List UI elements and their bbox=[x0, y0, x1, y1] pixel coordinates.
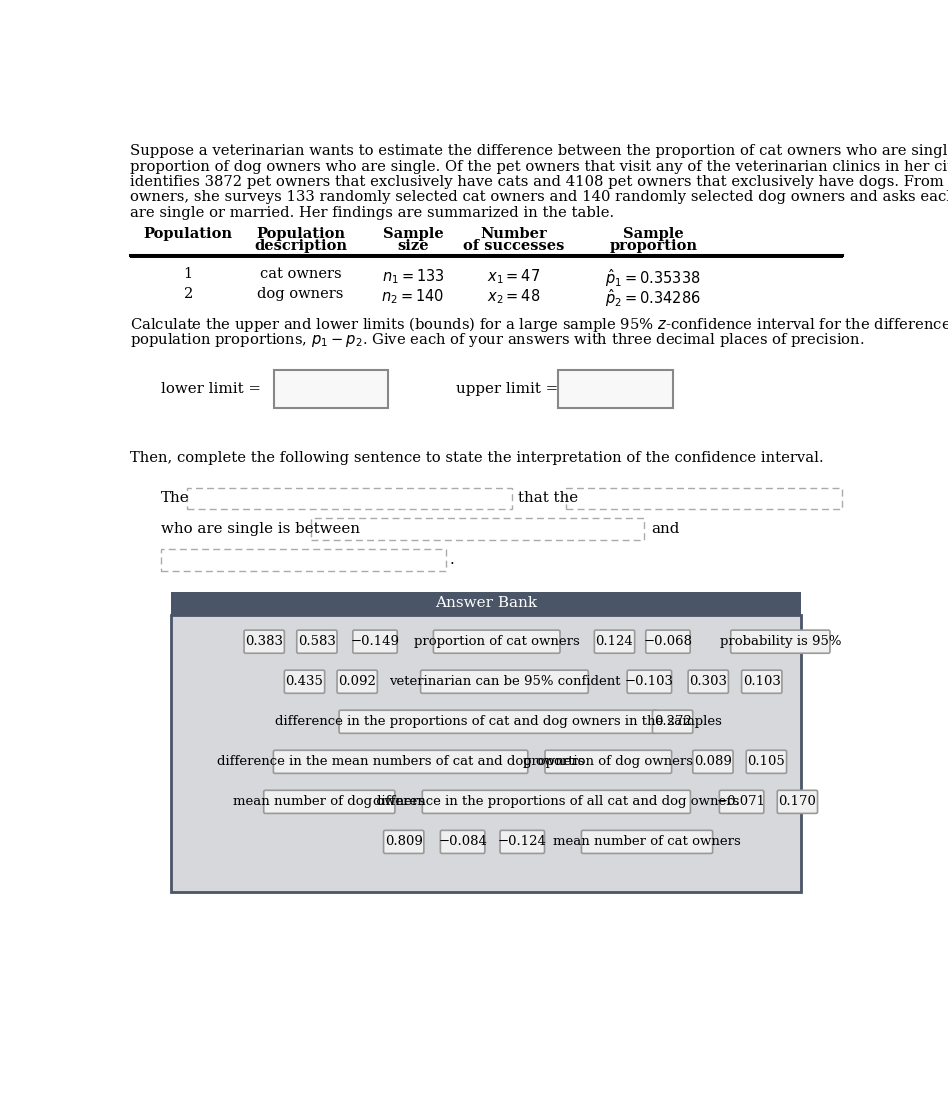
FancyBboxPatch shape bbox=[500, 831, 544, 854]
Text: 0.303: 0.303 bbox=[689, 676, 727, 688]
FancyBboxPatch shape bbox=[384, 831, 424, 854]
Text: −0.084: −0.084 bbox=[438, 835, 487, 848]
Bar bbox=[274, 369, 388, 408]
Text: 2: 2 bbox=[184, 288, 192, 302]
Text: 0.170: 0.170 bbox=[778, 795, 816, 808]
Text: proportion of cat owners: proportion of cat owners bbox=[414, 635, 579, 648]
Text: $\hat{p}_2 = 0.34286$: $\hat{p}_2 = 0.34286$ bbox=[605, 288, 702, 310]
Text: mean number of cat owners: mean number of cat owners bbox=[554, 835, 741, 848]
FancyBboxPatch shape bbox=[545, 750, 671, 773]
FancyBboxPatch shape bbox=[441, 831, 484, 854]
FancyBboxPatch shape bbox=[353, 630, 397, 654]
Text: 1: 1 bbox=[184, 268, 192, 281]
Text: $n_2 = 140$: $n_2 = 140$ bbox=[381, 288, 445, 306]
Bar bbox=[172, 592, 800, 615]
Text: 0.092: 0.092 bbox=[338, 676, 376, 688]
FancyBboxPatch shape bbox=[741, 670, 782, 693]
Text: Suppose a veterinarian wants to estimate the difference between the proportion o: Suppose a veterinarian wants to estimate… bbox=[130, 144, 948, 158]
Text: are single or married. Her findings are summarized in the table.: are single or married. Her findings are … bbox=[130, 206, 614, 220]
Text: proportion: proportion bbox=[610, 239, 697, 253]
Text: 0.809: 0.809 bbox=[385, 835, 423, 848]
Text: 0.103: 0.103 bbox=[743, 676, 781, 688]
FancyBboxPatch shape bbox=[731, 630, 830, 654]
Text: lower limit =: lower limit = bbox=[161, 383, 261, 396]
Text: population proportions, $p_1 - p_2$. Give each of your answers with three decima: population proportions, $p_1 - p_2$. Giv… bbox=[130, 332, 865, 349]
FancyBboxPatch shape bbox=[777, 791, 817, 813]
FancyBboxPatch shape bbox=[339, 710, 657, 733]
Text: Number: Number bbox=[481, 228, 547, 241]
Text: mean number of dog owners: mean number of dog owners bbox=[233, 795, 426, 808]
Text: proportion of dog owners who are single. Of the pet owners that visit any of the: proportion of dog owners who are single.… bbox=[130, 159, 948, 174]
Text: Sample: Sample bbox=[623, 228, 684, 241]
Text: $\hat{p}_1 = 0.35338$: $\hat{p}_1 = 0.35338$ bbox=[606, 268, 702, 290]
Text: veterinarian can be 95% confident: veterinarian can be 95% confident bbox=[389, 676, 620, 688]
Text: probability is 95%: probability is 95% bbox=[720, 635, 841, 648]
Text: Then, complete the following sentence to state the interpretation of the confide: Then, complete the following sentence to… bbox=[130, 451, 824, 465]
Text: 0.383: 0.383 bbox=[246, 635, 283, 648]
FancyBboxPatch shape bbox=[688, 670, 728, 693]
Text: and: and bbox=[651, 522, 680, 536]
Text: identifies 3872 pet owners that exclusively have cats and 4108 pet owners that e: identifies 3872 pet owners that exclusiv… bbox=[130, 175, 948, 189]
FancyBboxPatch shape bbox=[337, 670, 377, 693]
Text: $x_2 = 48$: $x_2 = 48$ bbox=[487, 288, 540, 306]
Text: 0.089: 0.089 bbox=[694, 755, 732, 769]
FancyBboxPatch shape bbox=[264, 791, 395, 813]
Text: −0.068: −0.068 bbox=[644, 635, 692, 648]
FancyBboxPatch shape bbox=[628, 670, 671, 693]
Bar bbox=[187, 488, 512, 509]
Text: −0.124: −0.124 bbox=[498, 835, 547, 848]
FancyBboxPatch shape bbox=[581, 831, 713, 854]
Text: Calculate the upper and lower limits (bounds) for a large sample 95% $z$-confide: Calculate the upper and lower limits (bo… bbox=[130, 315, 948, 334]
Text: The: The bbox=[161, 491, 190, 505]
FancyBboxPatch shape bbox=[433, 630, 560, 654]
Text: $x_1 = 47$: $x_1 = 47$ bbox=[487, 268, 540, 286]
Text: upper limit =: upper limit = bbox=[456, 383, 557, 396]
FancyBboxPatch shape bbox=[746, 750, 787, 773]
Text: description: description bbox=[254, 239, 347, 253]
FancyBboxPatch shape bbox=[421, 670, 589, 693]
FancyBboxPatch shape bbox=[646, 630, 690, 654]
FancyBboxPatch shape bbox=[594, 630, 634, 654]
Text: $n_1 = 133$: $n_1 = 133$ bbox=[382, 268, 445, 286]
Text: −0.149: −0.149 bbox=[351, 635, 399, 648]
Text: size: size bbox=[397, 239, 428, 253]
Bar bbox=[161, 550, 447, 571]
FancyBboxPatch shape bbox=[652, 710, 693, 733]
Text: Population: Population bbox=[144, 228, 233, 241]
Bar bbox=[172, 615, 800, 891]
Text: who are single is between: who are single is between bbox=[161, 522, 360, 536]
Text: 0.435: 0.435 bbox=[285, 676, 323, 688]
Text: −0.103: −0.103 bbox=[625, 676, 674, 688]
Text: difference in the mean numbers of cat and dog owners: difference in the mean numbers of cat an… bbox=[217, 755, 584, 769]
Text: that the: that the bbox=[519, 491, 578, 505]
Bar bbox=[567, 488, 842, 509]
FancyBboxPatch shape bbox=[273, 750, 528, 773]
Text: 0.105: 0.105 bbox=[748, 755, 785, 769]
Text: 0.583: 0.583 bbox=[298, 635, 336, 648]
Text: difference in the proportions of all cat and dog owners: difference in the proportions of all cat… bbox=[374, 795, 739, 808]
FancyBboxPatch shape bbox=[297, 630, 337, 654]
Text: Sample: Sample bbox=[383, 228, 444, 241]
Text: .: . bbox=[449, 553, 454, 567]
Text: dog owners: dog owners bbox=[258, 288, 344, 302]
Text: proportion of dog owners: proportion of dog owners bbox=[523, 755, 693, 769]
Text: −0.071: −0.071 bbox=[717, 795, 766, 808]
Text: owners, she surveys 133 randomly selected cat owners and 140 randomly selected d: owners, she surveys 133 randomly selecte… bbox=[130, 190, 948, 205]
FancyBboxPatch shape bbox=[284, 670, 324, 693]
FancyBboxPatch shape bbox=[693, 750, 733, 773]
FancyBboxPatch shape bbox=[422, 791, 690, 813]
Text: 0.124: 0.124 bbox=[595, 635, 633, 648]
Text: 0.272: 0.272 bbox=[654, 716, 691, 728]
Text: Answer Bank: Answer Bank bbox=[435, 596, 537, 611]
Text: cat owners: cat owners bbox=[260, 268, 341, 281]
Bar bbox=[558, 369, 673, 408]
FancyBboxPatch shape bbox=[720, 791, 764, 813]
Text: difference in the proportions of cat and dog owners in the samples: difference in the proportions of cat and… bbox=[275, 716, 721, 728]
Text: of successes: of successes bbox=[463, 239, 564, 253]
Bar bbox=[311, 519, 644, 540]
Text: Population: Population bbox=[256, 228, 345, 241]
FancyBboxPatch shape bbox=[244, 630, 284, 654]
